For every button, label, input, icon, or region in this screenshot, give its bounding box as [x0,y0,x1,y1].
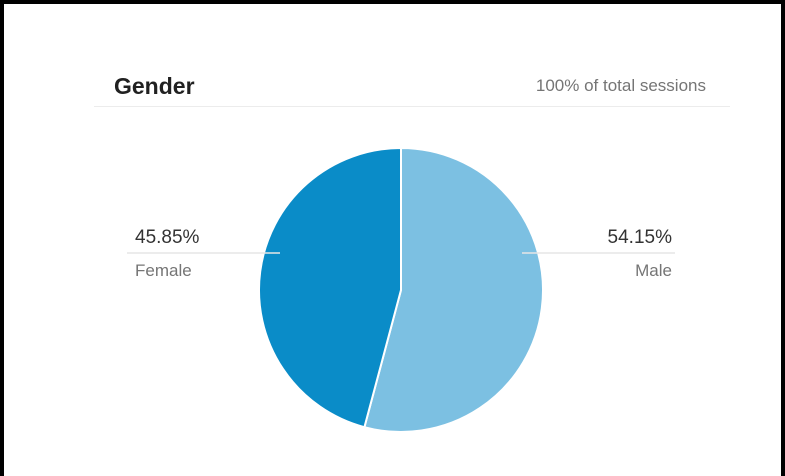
value-label-male: 54.15% [608,227,673,248]
card-header: Gender 100% of total sessions [94,66,730,107]
pie-slice-female[interactable] [258,146,402,429]
card-title: Gender [114,73,195,99]
category-label-female: Female [135,261,192,280]
pie-labels: 54.15% Male 45.85% Female [127,227,675,280]
pie-slice-male[interactable] [363,146,544,433]
card-subtitle: 100% of total sessions [535,76,706,95]
pie-slices [258,146,544,433]
value-label-female: 45.85% [135,227,200,248]
category-label-male: Male [635,261,672,280]
